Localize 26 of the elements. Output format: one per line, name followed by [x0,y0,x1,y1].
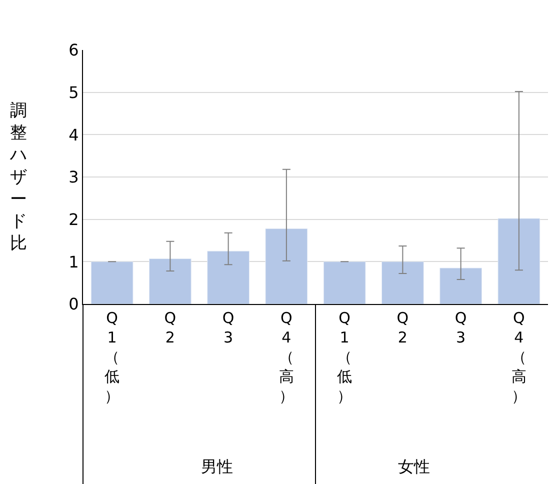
bar [149,258,192,304]
bar [440,268,482,304]
text: 男性 [201,457,233,476]
x-tick-label: Q1（低） [337,309,352,405]
bar [90,261,134,304]
y-tick-label: 5 [68,82,79,102]
bar [265,228,308,304]
x-tick-label: Q4（高） [511,309,526,405]
x-tick-label: Q1（低） [104,309,120,405]
x-tick-label: Q2 [396,309,409,346]
y-tick-label: 0 [68,294,79,314]
bar [498,218,540,304]
bar [207,250,250,304]
y-tick-label: 4 [68,125,79,144]
y-tick-label: 6 [68,40,79,60]
x-tick-label: Q2 [164,309,176,346]
bar [323,261,366,304]
x-tick-label: Q3 [222,309,234,346]
x-tick-label: Q3 [454,309,467,346]
x-tick-label: Q4（高） [278,309,294,405]
y-tick-label: 1 [68,252,79,272]
y-tick-label: 3 [68,168,79,187]
y-axis-title: 調整ハザード比 [9,101,27,254]
y-tick-label: 2 [68,210,79,229]
text: 女性 [398,457,430,476]
bar [382,261,424,304]
